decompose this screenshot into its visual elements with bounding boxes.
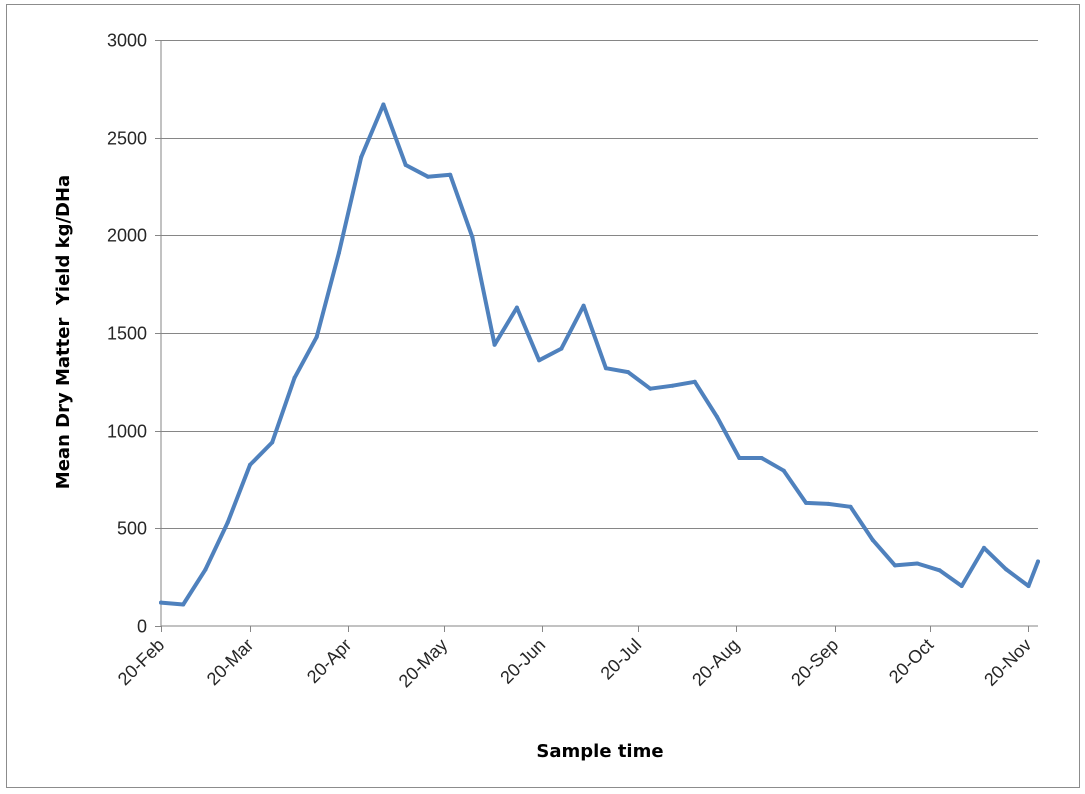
data-point	[870, 538, 875, 543]
y-tick-label: 500	[117, 519, 147, 539]
y-axis-title: Mean Dry Matter Yield kg/DHa	[53, 175, 74, 489]
y-tick-label: 2500	[107, 129, 147, 149]
data-point	[225, 520, 230, 525]
data-point	[514, 305, 519, 310]
y-tick-label: 3000	[107, 31, 147, 51]
data-point	[603, 366, 608, 371]
data-point	[915, 561, 920, 566]
series-line	[159, 102, 1040, 607]
data-point	[1026, 584, 1031, 588]
x-tick-label: 20-Apr	[303, 635, 355, 687]
x-tick-label: 20-Sep	[787, 635, 842, 690]
data-point	[1036, 559, 1040, 564]
data-point	[848, 504, 853, 509]
data-point	[425, 174, 430, 179]
data-point	[181, 602, 186, 607]
x-tick-label: 20-Oct	[885, 635, 937, 687]
data-point	[403, 163, 408, 167]
data-point	[692, 379, 697, 384]
data-point	[715, 415, 720, 419]
data-point	[581, 303, 586, 308]
grid-lines	[155, 40, 1038, 627]
x-tick-label: 20-Jun	[496, 635, 549, 688]
data-point	[982, 545, 986, 550]
data-point	[470, 235, 475, 240]
data-point	[492, 342, 497, 347]
x-tick-label: 20-May	[395, 635, 452, 692]
data-point	[648, 386, 653, 391]
x-tick-label: 20-Nov	[980, 635, 1035, 690]
data-point	[626, 370, 631, 375]
data-point	[759, 456, 764, 460]
y-tick-label: 1000	[107, 422, 147, 442]
data-point	[270, 440, 275, 445]
data-point	[448, 172, 453, 177]
x-tick-labels: 20-Feb 20-Mar 20-Apr 20-May 20-Jun 20-Jul 20-A…	[114, 626, 1035, 691]
chart-frame	[6, 4, 1080, 788]
data-point	[937, 568, 942, 573]
data-point	[893, 563, 897, 568]
data-point	[248, 462, 252, 467]
data-point	[781, 468, 786, 473]
data-point	[314, 334, 319, 339]
data-point	[826, 501, 831, 506]
y-tick-label: 1500	[107, 324, 147, 344]
data-point	[670, 383, 675, 388]
data-point	[537, 358, 542, 363]
x-tick-label: 20-Feb	[114, 635, 168, 689]
x-tick-label: 20-Aug	[688, 635, 743, 690]
x-tick-label: 20-Mar	[203, 635, 257, 689]
data-point	[959, 584, 964, 588]
data-point	[159, 600, 163, 605]
data-point	[359, 155, 364, 160]
data-point	[292, 375, 297, 380]
y-tick-label: 2000	[107, 226, 147, 246]
data-point	[381, 102, 386, 107]
data-series	[159, 102, 1040, 607]
y-tick-labels: 0 500 1000 1500 2000 2500 3000	[107, 31, 147, 637]
data-point	[804, 500, 808, 505]
data-point	[203, 567, 208, 572]
y-tick-label: 0	[137, 617, 147, 637]
data-point	[336, 250, 341, 255]
data-point	[559, 346, 564, 351]
data-point	[1004, 567, 1009, 572]
data-point	[737, 456, 742, 460]
axes	[160, 40, 1038, 627]
x-axis-title: Sample time	[536, 741, 663, 762]
x-tick-label: 20-Jul	[597, 635, 646, 684]
